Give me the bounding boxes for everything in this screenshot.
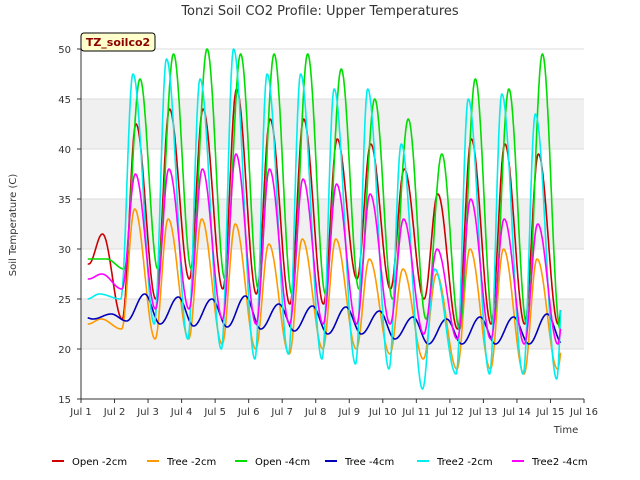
plot-band	[81, 349, 584, 399]
series-layer	[87, 48, 562, 390]
x-tick-label: Jul 12	[435, 407, 464, 418]
x-tick-label: Jul 4	[170, 407, 193, 418]
legend: Open -2cm Tree -2cm Open -4cm Tree -4cm Tree…	[52, 457, 588, 468]
y-tick-label: 20	[58, 345, 71, 356]
x-tick-label: Jul 1	[69, 407, 92, 418]
badge: TZ_soilco2	[80, 32, 156, 52]
x-tick-label: Jul 10	[368, 407, 397, 418]
x-tick-label: Jul 9	[337, 407, 360, 418]
y-tick-label: 45	[58, 95, 71, 106]
chart-title: Tonzi Soil CO2 Profile: Upper Temperatur…	[180, 4, 459, 19]
y-axis-label: Soil Temperature (C)	[8, 174, 19, 277]
series-line-open-4cm	[87, 48, 562, 330]
x-tick-label: Jul 7	[270, 407, 293, 418]
legend-label: Tree2 -4cm	[531, 457, 588, 468]
series-line-tree2-2cm	[87, 48, 562, 390]
series-line-tree2-4cm	[87, 153, 562, 345]
y-tick-label: 35	[58, 195, 71, 206]
x-tick-label: Jul 3	[136, 407, 159, 418]
y-tick-label: 50	[58, 45, 71, 56]
legend-label: Open -2cm	[72, 457, 127, 468]
x-tick-label: Jul 16	[569, 407, 598, 418]
y-tick-label: 25	[58, 295, 71, 306]
x-axis-label: Time	[553, 425, 578, 436]
x-tick-label: Jul 14	[502, 407, 531, 418]
legend-label: Tree -2cm	[166, 457, 216, 468]
legend-label: Open -4cm	[255, 457, 310, 468]
x-tick-label: Jul 2	[103, 407, 126, 418]
x-tick-label: Jul 11	[401, 407, 430, 418]
badge-box	[80, 32, 156, 52]
legend-label: Tree2 -2cm	[436, 457, 493, 468]
y-tick-label: 30	[58, 245, 71, 256]
x-tick-label: Jul 6	[237, 407, 260, 418]
y-tick-label: 15	[58, 395, 71, 406]
y-tick-label: 40	[58, 145, 71, 156]
badge-label: TZ_soilco2	[86, 36, 150, 49]
x-tick-label: Jul 15	[535, 407, 564, 418]
legend-label: Tree -4cm	[344, 457, 394, 468]
x-tick-label: Jul 8	[304, 407, 327, 418]
x-tick-label: Jul 13	[468, 407, 497, 418]
axes: Jul 1 Jul 2 Jul 3 Jul 4 Jul 5 Jul 6 Jul 7 Jul 8…	[58, 45, 598, 418]
x-tick-label: Jul 5	[203, 407, 226, 418]
